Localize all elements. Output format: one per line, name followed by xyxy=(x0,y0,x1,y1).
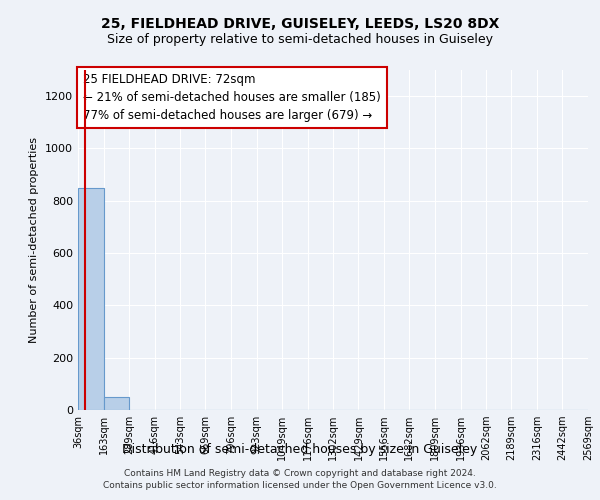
Bar xyxy=(104,397,129,410)
Text: Distribution of semi-detached houses by size in Guiseley: Distribution of semi-detached houses by … xyxy=(122,442,478,456)
Text: 25 FIELDHEAD DRIVE: 72sqm
← 21% of semi-detached houses are smaller (185)
77% of: 25 FIELDHEAD DRIVE: 72sqm ← 21% of semi-… xyxy=(83,74,381,122)
Text: Size of property relative to semi-detached houses in Guiseley: Size of property relative to semi-detach… xyxy=(107,32,493,46)
Y-axis label: Number of semi-detached properties: Number of semi-detached properties xyxy=(29,137,40,343)
Bar xyxy=(78,188,104,410)
Text: 25, FIELDHEAD DRIVE, GUISELEY, LEEDS, LS20 8DX: 25, FIELDHEAD DRIVE, GUISELEY, LEEDS, LS… xyxy=(101,18,499,32)
Text: Contains HM Land Registry data © Crown copyright and database right 2024.
Contai: Contains HM Land Registry data © Crown c… xyxy=(103,468,497,490)
